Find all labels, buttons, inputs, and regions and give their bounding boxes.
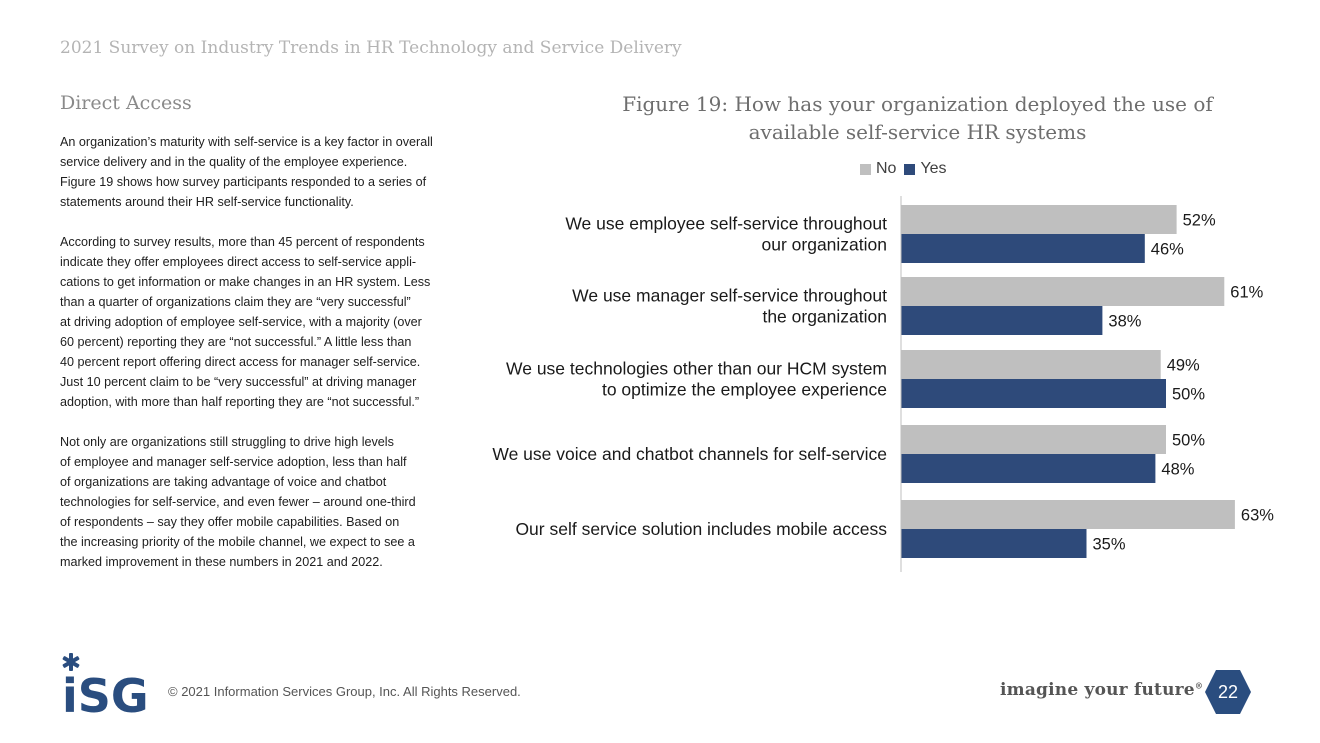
legend-swatch-yes bbox=[904, 163, 916, 175]
body-line: An organization’s maturity with self-ser… bbox=[60, 135, 433, 149]
data-label-yes-2: 38% bbox=[1108, 313, 1141, 331]
data-label-yes-4: 48% bbox=[1161, 461, 1194, 479]
data-label-no-3: 49% bbox=[1167, 357, 1200, 375]
body-line: at driving adoption of employee self-ser… bbox=[60, 315, 422, 329]
chart-legend: No Yes bbox=[860, 160, 955, 178]
page-badge-hexagon-icon bbox=[1205, 670, 1251, 714]
isg-logo: iSG bbox=[62, 653, 149, 716]
bar-yes-4 bbox=[901, 454, 1156, 483]
body-line: Not only are organizations still struggl… bbox=[60, 435, 394, 449]
category-label-3: to optimize the employee experience bbox=[602, 380, 887, 400]
body-line: 40 percent report offering direct access… bbox=[60, 355, 421, 369]
body-line: technologies for self-service, and even … bbox=[60, 495, 416, 509]
body-line: cations to get information or make chang… bbox=[60, 275, 431, 289]
category-label-5: Our self service solution includes mobil… bbox=[515, 519, 887, 539]
bar-no-1 bbox=[901, 205, 1177, 234]
bar-yes-3 bbox=[901, 379, 1166, 408]
copyright: © 2021 Information Services Group, Inc. … bbox=[168, 684, 521, 699]
body-line: Just 10 percent claim to be “very succes… bbox=[60, 375, 417, 389]
body-line: indicate they offer employees direct acc… bbox=[60, 255, 417, 269]
legend-label-no: No bbox=[876, 160, 897, 177]
bar-no-2 bbox=[901, 277, 1225, 306]
body-line: Figure 19 shows how survey participants … bbox=[60, 175, 427, 189]
body-line: statements around their HR self-service … bbox=[60, 195, 354, 209]
body-line: 60 percent) reporting they are “not succ… bbox=[60, 335, 412, 349]
bar-no-3 bbox=[901, 350, 1161, 379]
asterisk-icon bbox=[62, 653, 80, 671]
bar-no-5 bbox=[901, 500, 1235, 529]
body-line: adoption, with more than half reporting … bbox=[60, 395, 420, 409]
registered-mark: ® bbox=[1194, 680, 1204, 691]
body-line: According to survey results, more than 4… bbox=[60, 235, 425, 249]
legend-swatch-no bbox=[860, 163, 871, 175]
figure-title: Figure 19: How has your organization dep… bbox=[560, 90, 1275, 146]
page-number: 22 bbox=[1217, 682, 1239, 702]
body-line: than a quarter of organizations claim th… bbox=[60, 295, 411, 309]
body-line: of respondents – say they offer mobile c… bbox=[60, 515, 400, 529]
legend-label-yes: Yes bbox=[920, 160, 947, 177]
legend-item-yes: Yes bbox=[904, 160, 947, 178]
body-line: of organizations are taking advantage of… bbox=[60, 475, 387, 489]
body-line: marked improvement in these numbers in 2… bbox=[60, 555, 383, 569]
bar-yes-5 bbox=[901, 529, 1087, 558]
category-label-2: We use manager self-service throughout bbox=[572, 286, 887, 306]
logo-wordmark: iSG bbox=[62, 669, 149, 716]
body-line: service delivery and in the quality of t… bbox=[60, 155, 408, 169]
figure-title-line: available self-service HR systems bbox=[748, 120, 1087, 144]
body-line: the increasing priority of the mobile ch… bbox=[60, 535, 415, 549]
tagline: imagine your future® bbox=[1000, 680, 1203, 700]
data-label-no-2: 61% bbox=[1230, 284, 1263, 302]
category-label-3: We use technologies other than our HCM s… bbox=[506, 359, 887, 379]
legend-item-no: No bbox=[860, 160, 896, 178]
figure-title-line: Figure 19: How has your organization dep… bbox=[622, 92, 1213, 116]
data-label-no-5: 63% bbox=[1241, 507, 1274, 525]
bar-yes-1 bbox=[901, 234, 1145, 263]
data-label-yes-5: 35% bbox=[1093, 536, 1126, 554]
section-title: Direct Access bbox=[60, 92, 192, 114]
category-label-2: the organization bbox=[762, 307, 887, 327]
data-label-yes-3: 50% bbox=[1172, 386, 1205, 404]
category-label-1: We use employee self-service throughout bbox=[565, 214, 887, 234]
data-label-no-1: 52% bbox=[1183, 212, 1216, 230]
bar-no-4 bbox=[901, 425, 1166, 454]
bar-yes-2 bbox=[901, 306, 1103, 335]
body-line: of employee and manager self-service ado… bbox=[60, 455, 407, 469]
data-label-no-4: 50% bbox=[1172, 432, 1205, 450]
category-label-1: our organization bbox=[762, 235, 888, 255]
document-title: 2021 Survey on Industry Trends in HR Tec… bbox=[60, 38, 682, 58]
tagline-text: imagine your future bbox=[1000, 680, 1195, 700]
data-label-yes-1: 46% bbox=[1151, 241, 1184, 259]
category-label-4: We use voice and chatbot channels for se… bbox=[492, 444, 887, 464]
body-text: An organization’s maturity with self-ser… bbox=[60, 132, 480, 572]
